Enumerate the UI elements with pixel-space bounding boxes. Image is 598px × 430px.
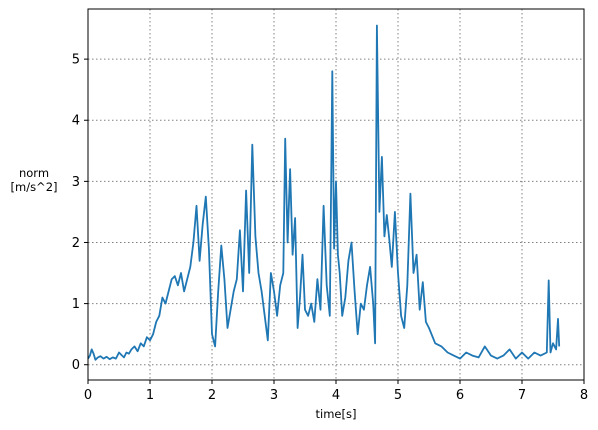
x-tick-label: 0 [84,388,92,403]
series-line [87,24,561,361]
x-tick-label: 7 [518,388,526,403]
x-axis-label: time[s] [316,407,357,421]
y-axis-label-line-1: norm [19,166,49,180]
axis-ticks: 0 1 2 3 4 5 6 7 8 0 1 2 3 4 5 [72,53,588,403]
y-tick-label: 3 [72,175,80,190]
y-tick-label: 0 [72,358,80,373]
x-tick-label: 8 [580,388,588,403]
x-tick-label: 3 [270,388,278,403]
y-axis-label-line-2: [m/s^2] [11,180,58,194]
x-tick-label: 1 [146,388,154,403]
y-tick-label: 2 [72,236,80,251]
series-layer [87,24,561,361]
x-tick-label: 6 [456,388,464,403]
y-tick-label: 4 [72,114,80,129]
x-tick-label: 5 [394,388,402,403]
x-tick-label: 2 [208,388,216,403]
x-tick-label: 4 [332,388,340,403]
y-tick-label: 1 [72,297,80,312]
y-tick-label: 5 [72,53,80,68]
